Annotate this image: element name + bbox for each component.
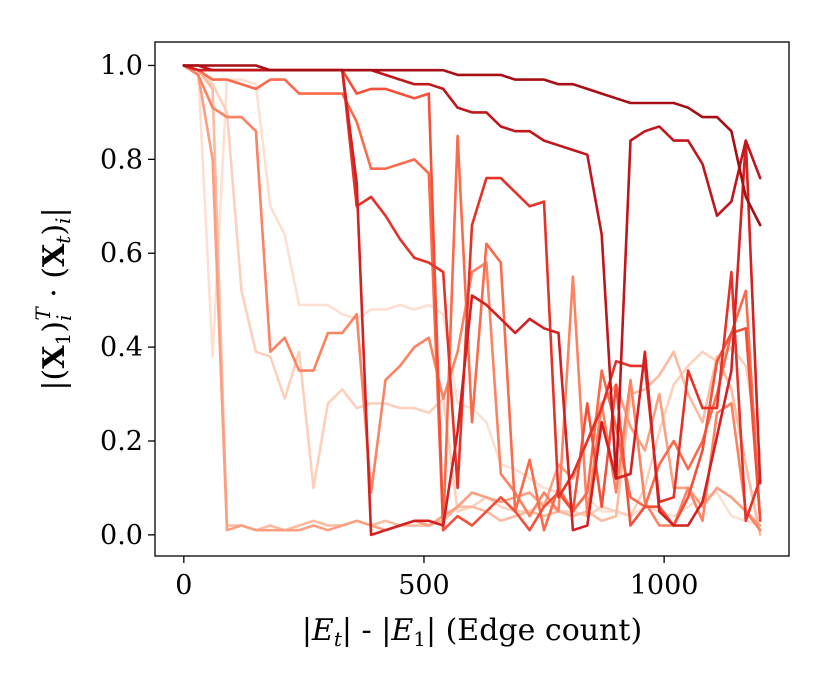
- series-line-11: [182, 64, 762, 227]
- series-line-3: [182, 64, 762, 537]
- series-layer: [182, 64, 762, 537]
- tick-layer: 0 500 1000 0.0 0.2 0.4 0.6 0.8 1.0: [100, 50, 698, 601]
- y-axis-label: |(X1)iT · (Xt)i|: [31, 207, 76, 390]
- y-tick-label: 0.6: [100, 238, 143, 269]
- y-tick-label: 0.8: [100, 144, 143, 175]
- y-tick-label: 1.0: [100, 50, 143, 81]
- y-tick-label: 0.0: [100, 520, 143, 551]
- series-line-5: [182, 64, 762, 532]
- y-tick-label: 0.2: [100, 426, 143, 457]
- x-tick-label: 0: [175, 570, 192, 601]
- x-axis-label: |Et| - |E1| (Edge count): [302, 613, 642, 651]
- plot-frame: [154, 41, 790, 557]
- x-tick-label: 500: [398, 570, 450, 601]
- y-tick-label: 0.4: [100, 332, 143, 363]
- x-tick-label: 1000: [630, 570, 699, 601]
- series-line-4: [182, 64, 762, 532]
- series-line-6: [182, 64, 762, 532]
